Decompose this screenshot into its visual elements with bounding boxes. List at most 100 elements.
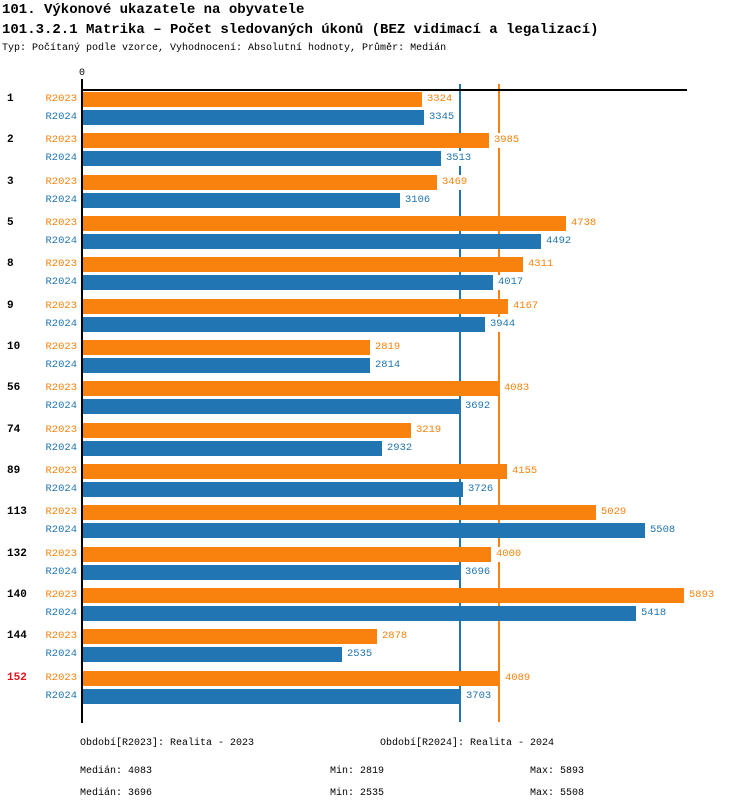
series-row-label-r2024: R2024 bbox=[45, 111, 77, 123]
series-row-label-r2024: R2024 bbox=[45, 690, 77, 702]
bar-value-label: 4738 bbox=[570, 216, 598, 231]
stat-median-r2024: Medián: 3696 bbox=[80, 788, 153, 799]
bar-value-label: 3985 bbox=[493, 133, 521, 148]
bar-value-label: 4311 bbox=[527, 257, 555, 272]
bar-r2023 bbox=[83, 381, 499, 396]
bar-r2023 bbox=[83, 175, 437, 190]
bar-r2023 bbox=[83, 299, 508, 314]
bar-value-label: 4017 bbox=[497, 275, 525, 290]
series-row-label-r2023: R2023 bbox=[45, 465, 77, 477]
bar-r2023 bbox=[83, 340, 370, 355]
bar-r2024 bbox=[83, 647, 342, 662]
series-row-label-r2023: R2023 bbox=[45, 424, 77, 436]
bar-value-label: 4083 bbox=[503, 381, 531, 396]
report-meta-line: Typ: Počítaný podle vzorce, Vyhodnocení:… bbox=[2, 43, 447, 54]
series-row-label-r2024: R2024 bbox=[45, 276, 77, 288]
bar-value-label: 2932 bbox=[386, 441, 414, 456]
category-label: 74 bbox=[7, 424, 21, 436]
bar-r2023 bbox=[83, 92, 422, 107]
bar-r2024 bbox=[83, 110, 424, 125]
bar-r2024 bbox=[83, 399, 460, 414]
bar-value-label: 3692 bbox=[464, 399, 492, 414]
x-axis-zero-tick-label: 0 bbox=[78, 68, 85, 79]
bar-value-label: 2878 bbox=[381, 629, 409, 644]
category-label: 56 bbox=[7, 382, 21, 394]
bar-r2024 bbox=[83, 275, 493, 290]
series-row-label-r2024: R2024 bbox=[45, 235, 77, 247]
bar-r2024 bbox=[83, 317, 485, 332]
bar-r2024 bbox=[83, 565, 460, 580]
category-label: 5 bbox=[7, 217, 14, 229]
bar-value-label: 3696 bbox=[464, 565, 492, 580]
bar-value-label: 3944 bbox=[489, 317, 517, 332]
series-row-label-r2024: R2024 bbox=[45, 483, 77, 495]
bar-r2024 bbox=[83, 689, 461, 704]
bar-r2024 bbox=[83, 234, 541, 249]
series-row-label-r2024: R2024 bbox=[45, 194, 77, 206]
series-row-label-r2024: R2024 bbox=[45, 648, 77, 660]
category-label: 152 bbox=[7, 672, 27, 684]
median-reference-line-r2024 bbox=[459, 84, 461, 722]
bar-r2024 bbox=[83, 523, 645, 538]
bar-value-label: 4167 bbox=[512, 299, 540, 314]
category-label: 8 bbox=[7, 258, 14, 270]
bar-value-label: 5418 bbox=[640, 606, 668, 621]
bar-value-label: 3726 bbox=[467, 482, 495, 497]
bar-r2023 bbox=[83, 133, 489, 148]
category-label: 3 bbox=[7, 176, 14, 188]
bar-r2024 bbox=[83, 151, 441, 166]
series-row-label-r2023: R2023 bbox=[45, 134, 77, 146]
series-row-label-r2023: R2023 bbox=[45, 341, 77, 353]
series-row-label-r2023: R2023 bbox=[45, 176, 77, 188]
bar-r2023 bbox=[83, 547, 491, 562]
bar-r2023 bbox=[83, 257, 523, 272]
legend-item-r2024: Období[R2024]: Realita - 2024 bbox=[380, 738, 555, 749]
bar-r2023 bbox=[83, 505, 596, 520]
bar-r2024 bbox=[83, 482, 463, 497]
page-title: 101. Výkonové ukazatele na obyvatele bbox=[2, 2, 305, 18]
bar-value-label: 4155 bbox=[511, 464, 539, 479]
bar-value-label: 2535 bbox=[346, 647, 374, 662]
category-label: 113 bbox=[7, 506, 27, 518]
bar-value-label: 3219 bbox=[415, 423, 443, 438]
series-row-label-r2024: R2024 bbox=[45, 359, 77, 371]
series-row-label-r2024: R2024 bbox=[45, 524, 77, 536]
series-row-label-r2024: R2024 bbox=[45, 152, 77, 164]
bar-value-label: 4492 bbox=[545, 234, 573, 249]
series-row-label-r2023: R2023 bbox=[45, 300, 77, 312]
bar-value-label: 3106 bbox=[404, 193, 432, 208]
series-row-label-r2023: R2023 bbox=[45, 93, 77, 105]
stat-min-r2023: Min: 2819 bbox=[330, 766, 385, 777]
bar-r2024 bbox=[83, 193, 400, 208]
category-label: 132 bbox=[7, 548, 27, 560]
stat-max-r2024: Max: 5508 bbox=[530, 788, 585, 799]
series-row-label-r2024: R2024 bbox=[45, 442, 77, 454]
series-row-label-r2023: R2023 bbox=[45, 589, 77, 601]
category-label: 1 bbox=[7, 93, 14, 105]
bar-value-label: 2819 bbox=[374, 340, 402, 355]
series-row-label-r2024: R2024 bbox=[45, 318, 77, 330]
series-row-label-r2023: R2023 bbox=[45, 258, 77, 270]
category-label: 140 bbox=[7, 589, 27, 601]
series-row-label-r2023: R2023 bbox=[45, 548, 77, 560]
series-row-label-r2023: R2023 bbox=[45, 630, 77, 642]
x-axis-line bbox=[81, 89, 687, 91]
series-row-label-r2024: R2024 bbox=[45, 400, 77, 412]
series-row-label-r2023: R2023 bbox=[45, 672, 77, 684]
series-row-label-r2023: R2023 bbox=[45, 506, 77, 518]
bar-r2023 bbox=[83, 671, 500, 686]
page-subtitle: 101.3.2.1 Matrika – Počet sledovaných úk… bbox=[2, 22, 599, 38]
category-label: 2 bbox=[7, 134, 14, 146]
category-label: 10 bbox=[7, 341, 21, 353]
stat-min-r2024: Min: 2535 bbox=[330, 788, 385, 799]
bar-value-label: 4089 bbox=[504, 671, 532, 686]
bar-r2023 bbox=[83, 464, 507, 479]
stat-max-r2023: Max: 5893 bbox=[530, 766, 585, 777]
bar-value-label: 3345 bbox=[428, 110, 456, 125]
legend-item-r2023: Období[R2023]: Realita - 2023 bbox=[80, 738, 255, 749]
bar-r2023 bbox=[83, 423, 411, 438]
bar-value-label: 5893 bbox=[688, 588, 716, 603]
category-label: 9 bbox=[7, 300, 14, 312]
series-row-label-r2023: R2023 bbox=[45, 217, 77, 229]
